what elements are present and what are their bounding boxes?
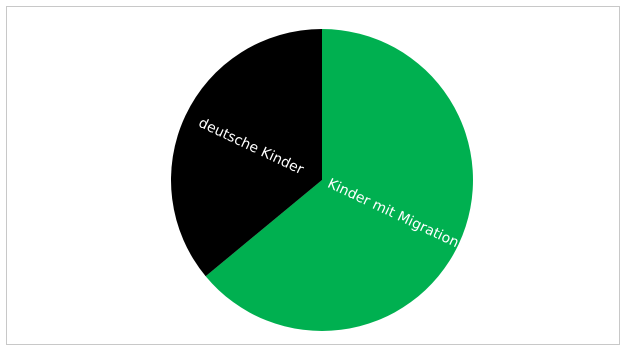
pie-slice-1 bbox=[170, 29, 322, 277]
pie-slice-0 bbox=[205, 29, 474, 331]
